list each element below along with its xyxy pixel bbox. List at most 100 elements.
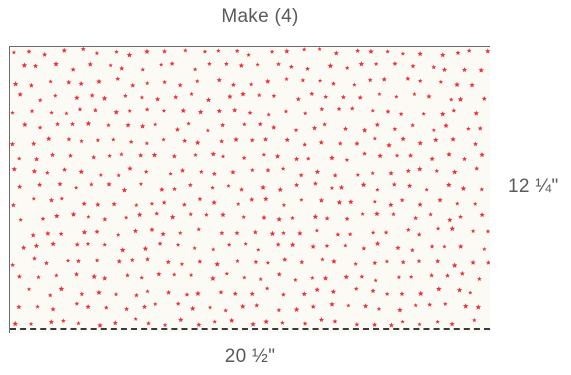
star-mark xyxy=(138,181,144,186)
star-mark xyxy=(399,291,405,297)
star-mark xyxy=(61,318,66,323)
star-mark xyxy=(171,153,177,159)
star-mark xyxy=(482,246,487,251)
star-mark xyxy=(55,121,60,127)
star-mark xyxy=(485,48,490,54)
star-mark xyxy=(195,290,201,296)
star-mark xyxy=(408,274,414,279)
star-mark xyxy=(417,50,423,57)
star-mark xyxy=(485,260,490,265)
star-mark xyxy=(17,156,22,161)
star-mark xyxy=(435,319,440,324)
star-mark xyxy=(372,136,377,141)
star-mark xyxy=(243,241,248,246)
star-mark xyxy=(119,247,126,253)
star-mark xyxy=(468,290,473,295)
star-mark xyxy=(255,62,260,67)
star-mark xyxy=(241,214,246,220)
star-mark xyxy=(140,67,146,72)
star-mark xyxy=(400,51,406,56)
star-mark xyxy=(266,112,271,117)
star-mark xyxy=(35,304,40,309)
star-mark xyxy=(68,153,73,158)
star-mark xyxy=(149,201,155,206)
star-mark xyxy=(182,138,188,143)
star-mark xyxy=(340,94,346,100)
star-mark xyxy=(189,305,196,311)
star-mark xyxy=(174,126,181,132)
star-mark xyxy=(128,139,134,144)
star-mark xyxy=(98,172,103,177)
star-mark xyxy=(384,259,390,264)
star-mark xyxy=(132,228,138,234)
star-mark xyxy=(46,135,52,142)
star-mark xyxy=(145,256,150,262)
star-mark xyxy=(318,197,325,203)
star-mark xyxy=(344,216,350,221)
star-mark xyxy=(205,128,210,133)
star-mark xyxy=(58,285,65,292)
star-mark xyxy=(194,139,201,146)
star-mark xyxy=(323,94,329,99)
star-mark xyxy=(224,61,229,66)
star-mark xyxy=(106,122,111,128)
star-mark xyxy=(276,216,282,222)
star-mark xyxy=(96,78,102,84)
star-mark xyxy=(293,127,299,133)
star-mark xyxy=(470,259,476,265)
star-mark xyxy=(284,137,290,143)
star-mark xyxy=(54,213,60,219)
star-mark xyxy=(282,256,288,262)
star-mark xyxy=(95,201,101,207)
star-mark xyxy=(219,230,225,236)
star-mark xyxy=(80,47,86,52)
star-mark xyxy=(474,166,480,171)
star-mark xyxy=(264,78,271,84)
star-mark xyxy=(224,271,230,276)
star-mark xyxy=(392,126,398,132)
star-mark xyxy=(416,232,422,237)
star-mark xyxy=(312,213,319,220)
star-mark xyxy=(367,77,373,83)
star-mark xyxy=(66,136,72,142)
star-mark xyxy=(303,110,308,116)
star-mark xyxy=(248,81,254,87)
star-mark xyxy=(269,49,275,54)
star-mark xyxy=(448,97,454,102)
star-mark xyxy=(427,302,433,307)
diagram-title: Make (4) xyxy=(221,6,299,27)
star-mark xyxy=(127,108,132,113)
star-mark xyxy=(451,169,458,175)
star-mark xyxy=(293,277,298,282)
star-mark xyxy=(141,304,148,310)
star-mark xyxy=(263,196,269,202)
star-mark xyxy=(290,215,295,220)
star-mark xyxy=(406,183,413,189)
star-mark xyxy=(384,291,390,296)
star-mark xyxy=(220,211,226,218)
star-mark xyxy=(416,258,422,264)
star-mark xyxy=(297,230,303,236)
star-mark xyxy=(375,187,380,192)
star-mark xyxy=(443,122,449,129)
star-mark xyxy=(466,126,471,131)
star-mark xyxy=(195,78,200,84)
star-mark xyxy=(352,82,357,87)
star-mark xyxy=(196,226,202,232)
star-mark xyxy=(324,243,330,248)
star-mark xyxy=(472,201,478,206)
star-mark xyxy=(116,258,122,264)
star-mark xyxy=(394,153,400,158)
star-mark xyxy=(22,121,28,127)
star-mark xyxy=(301,291,307,297)
star-mark xyxy=(11,50,17,55)
star-mark xyxy=(370,170,375,176)
star-mark xyxy=(354,322,360,327)
star-mark xyxy=(381,76,387,82)
fabric-panel xyxy=(9,46,490,333)
star-mark xyxy=(189,91,194,96)
star-mark xyxy=(428,212,433,217)
star-mark xyxy=(274,153,281,159)
star-mark xyxy=(258,276,263,281)
star-mark xyxy=(436,286,442,292)
